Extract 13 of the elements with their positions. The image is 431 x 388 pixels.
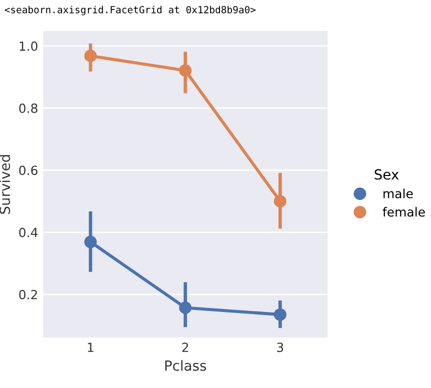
x-axis-title: Pclass [165,360,206,371]
y-tick-label: 0.8 [19,104,38,113]
legend-label: female [382,206,425,217]
y-tick-label: 0.2 [19,290,37,300]
legend-title: Sex [374,169,399,180]
x-tick-label: 1 [88,342,94,352]
y-tick-label: 0.6 [19,166,38,176]
x-tick-label: 3 [277,342,284,352]
legend-label: male [384,188,413,198]
y-tick-label: 0.4 [19,228,38,238]
text: <seaborn.axisgrid.FacetGrid at 0x12bd8b9a0> [4,6,256,16]
y-tick-label: 1.0 [20,41,38,51]
x-tick-label: 2 [182,342,188,352]
